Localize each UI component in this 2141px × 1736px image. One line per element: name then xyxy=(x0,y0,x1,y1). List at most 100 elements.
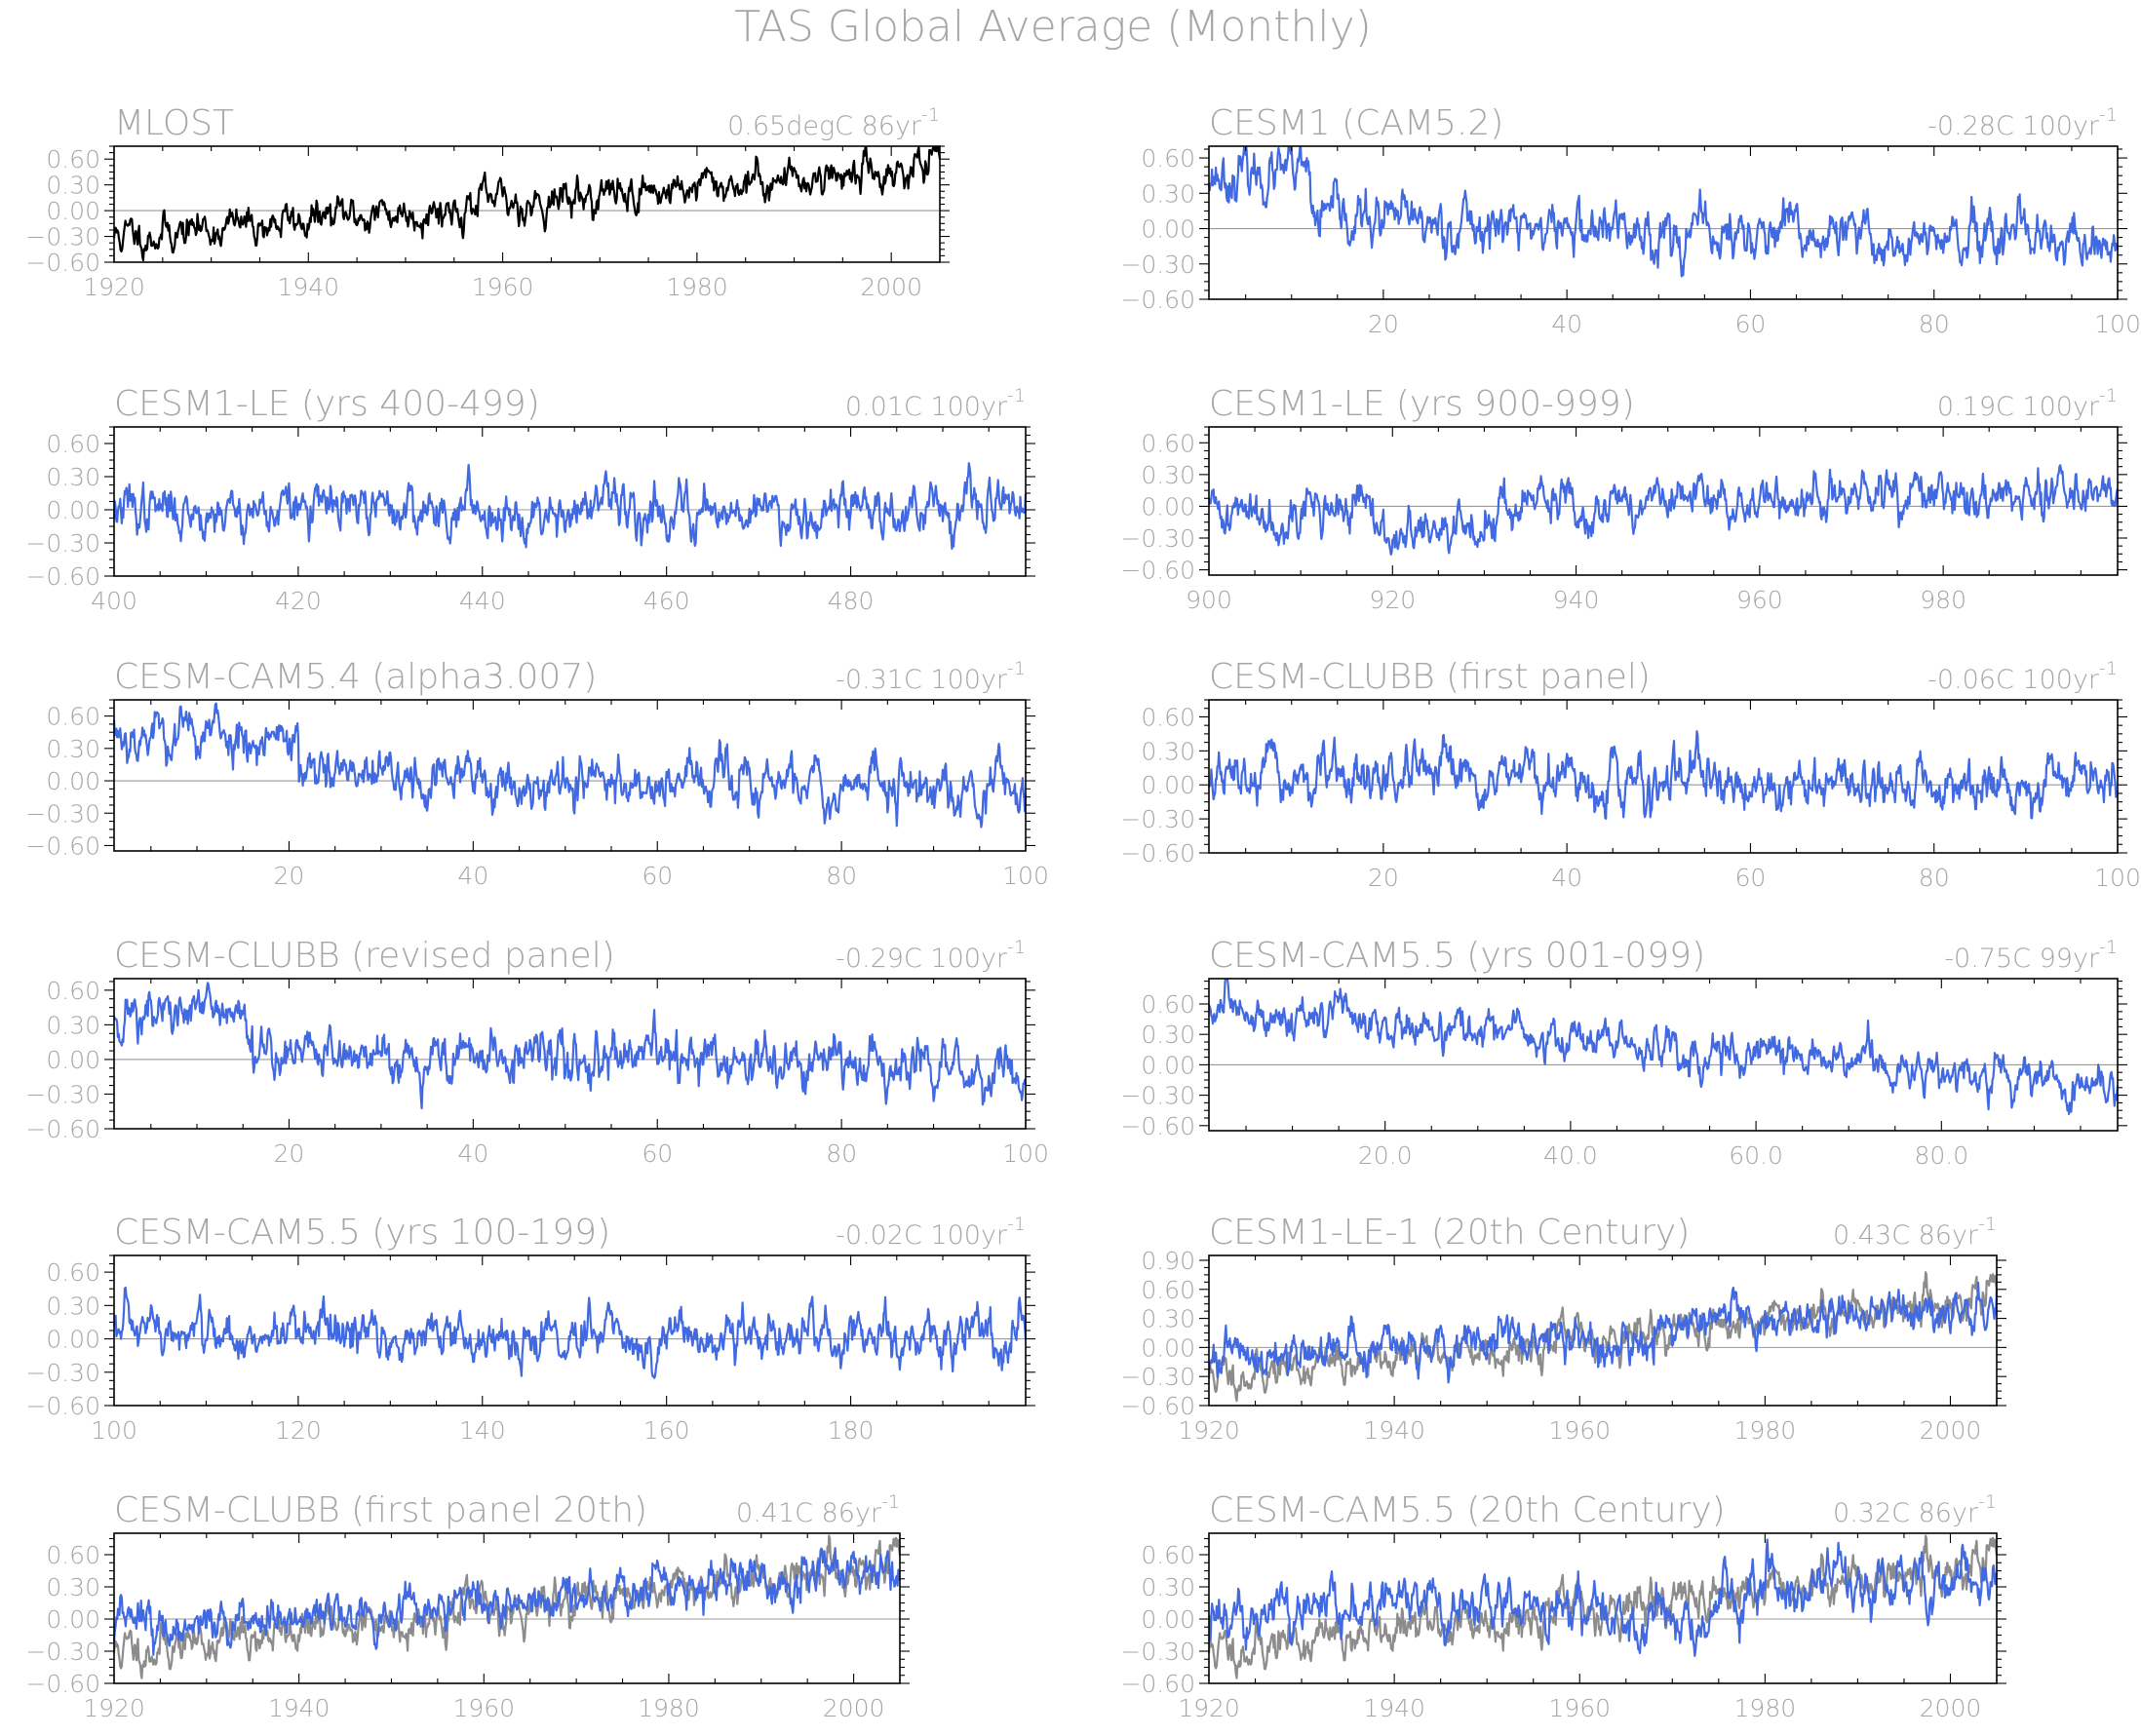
x-tick-label: 2000 xyxy=(860,273,922,301)
y-tick-label: 0.30 xyxy=(46,1292,100,1320)
x-tick-label: 1940 xyxy=(268,1694,331,1722)
y-tick-label: 0.00 xyxy=(46,197,100,225)
y-tick-label: −0.30 xyxy=(1120,805,1195,833)
x-tick-label: 900 xyxy=(1186,586,1232,614)
x-tick-label: 180 xyxy=(828,1416,875,1445)
x-tick-label: 980 xyxy=(1920,586,1966,614)
x-tick-label: 400 xyxy=(91,587,137,615)
y-tick-label: −0.60 xyxy=(1120,1392,1195,1420)
figure-title: TAS Global Average (Monthly) xyxy=(734,2,1371,52)
x-tick-label: 1920 xyxy=(1178,1694,1240,1722)
x-tick-label: 1960 xyxy=(472,273,534,301)
series-line-model xyxy=(1207,730,2119,820)
x-tick-label: 20 xyxy=(1368,864,1399,892)
panel-title: CESM-CAM5.5 (20th Century) xyxy=(1209,1490,1726,1530)
x-tick-label: 2000 xyxy=(1920,1694,1982,1722)
series-line-model xyxy=(1207,1538,1999,1657)
y-tick-label: 0.60 xyxy=(1141,144,1195,173)
panel-title: MLOST xyxy=(114,103,234,143)
y-tick-label: 0.30 xyxy=(46,1011,100,1039)
series-line-model xyxy=(112,702,1028,829)
series-line-model xyxy=(1208,978,2120,1115)
plot-frame xyxy=(1208,1532,1998,1684)
y-tick-label: 0.00 xyxy=(1141,492,1195,521)
y-tick-label: −0.30 xyxy=(25,1080,100,1108)
x-tick-label: 1960 xyxy=(1548,1694,1611,1722)
y-tick-label: 0.60 xyxy=(46,430,100,458)
panel-p11: CESM-CLUBB (first panel 20th) 0.41C 86yr-… xyxy=(25,1490,910,1722)
x-tick-label: 140 xyxy=(459,1416,506,1445)
y-tick-label: −0.60 xyxy=(25,249,100,277)
panel-p5: CESM-CAM5.4 (alpha3.007) -0.31C 100yr-1 20… xyxy=(25,657,1048,890)
x-tick-label: 440 xyxy=(459,587,506,615)
x-tick-label: 1980 xyxy=(1734,1416,1797,1445)
panel-title: CESM1-LE-1 (20th Century) xyxy=(1209,1213,1690,1253)
plot-frame xyxy=(113,426,1027,577)
panel-trend: -0.31C 100yr-1 xyxy=(836,658,1026,695)
plot-frame xyxy=(113,699,1027,852)
y-tick-label: 0.30 xyxy=(1141,1305,1195,1333)
x-tick-label: 80 xyxy=(1919,310,1950,338)
x-tick-label: 40 xyxy=(1551,864,1582,892)
y-tick-label: 0.30 xyxy=(1141,179,1195,208)
panel-trend: 0.19C 100yr-1 xyxy=(1937,385,2118,422)
y-tick-label: −0.30 xyxy=(25,1638,100,1666)
panel-p1: MLOST 0.65degC 86yr-1 1920 1940 1960 1980 2000… xyxy=(25,103,950,301)
x-tick-label: 100 xyxy=(91,1416,137,1445)
y-tick-label: 0.00 xyxy=(46,1326,100,1354)
y-tick-label: −0.30 xyxy=(25,529,100,558)
y-tick-label: 0.30 xyxy=(1141,1573,1195,1601)
panel-p7: CESM-CLUBB (revised panel) -0.29C 100yr-1… xyxy=(25,936,1048,1168)
panel-title: CESM-CAM5.4 (alpha3.007) xyxy=(114,657,597,697)
series-line-observed_overlay xyxy=(1207,1271,1999,1403)
plot-frame xyxy=(113,1532,901,1684)
y-tick-label: 0.00 xyxy=(46,767,100,795)
panel-title: CESM1-LE (yrs 400-499) xyxy=(114,384,540,424)
panel-title: CESM1-LE (yrs 900-999) xyxy=(1209,384,1635,424)
x-tick-label: 100 xyxy=(2094,310,2141,338)
y-tick-label: 0.30 xyxy=(46,463,100,491)
plot-frame xyxy=(1208,1254,1998,1407)
x-tick-label: 20 xyxy=(1368,310,1399,338)
y-tick-label: 0.00 xyxy=(1141,771,1195,799)
x-tick-label: 1940 xyxy=(277,273,339,301)
y-tick-label: 0.60 xyxy=(1141,429,1195,457)
y-tick-label: 0.60 xyxy=(46,1541,100,1569)
x-tick-label: 920 xyxy=(1369,586,1416,614)
panel-trend: 0.32C 86yr-1 xyxy=(1833,1491,1997,1528)
series-line-model xyxy=(112,1547,902,1656)
x-tick-label: 120 xyxy=(275,1416,322,1445)
x-tick-label: 40 xyxy=(457,862,488,890)
y-tick-label: −0.60 xyxy=(25,562,100,591)
x-tick-label: 940 xyxy=(1553,586,1600,614)
y-tick-label: 0.60 xyxy=(1141,990,1195,1019)
x-tick-label: 420 xyxy=(275,587,322,615)
x-tick-label: 1980 xyxy=(638,1694,700,1722)
y-tick-label: −0.30 xyxy=(25,223,100,251)
y-tick-label: −0.60 xyxy=(1120,1112,1195,1140)
panel-title: CESM-CLUBB (first panel) xyxy=(1209,657,1651,697)
x-tick-label: 20 xyxy=(274,1139,305,1168)
panel-p6: CESM-CLUBB (first panel) -0.06C 100yr-1 20… xyxy=(1120,657,2140,892)
x-tick-label: 1920 xyxy=(83,1694,145,1722)
x-tick-label: 2000 xyxy=(823,1694,885,1722)
y-tick-label: 0.30 xyxy=(1141,737,1195,765)
x-tick-label: 60 xyxy=(642,1139,673,1168)
y-tick-label: 0.60 xyxy=(46,145,100,174)
y-tick-label: 0.30 xyxy=(46,172,100,200)
y-tick-label: −0.30 xyxy=(1120,1363,1195,1391)
panel-p10: CESM1-LE-1 (20th Century) 0.43C 86yr-1 192… xyxy=(1120,1213,2006,1445)
panel-title: CESM1 (CAM5.2) xyxy=(1209,103,1503,143)
x-tick-label: 100 xyxy=(2094,864,2141,892)
plot-frame xyxy=(113,978,1027,1130)
series-line-model xyxy=(112,462,1028,550)
y-tick-label: 0.30 xyxy=(46,1573,100,1601)
panel-trend: -0.75C 99yr-1 xyxy=(1944,937,2118,974)
panel-p3: CESM1-LE (yrs 400-499) 0.01C 100yr-1 400 42… xyxy=(25,384,1035,615)
y-tick-label: −0.30 xyxy=(1120,251,1195,279)
y-tick-label: 0.00 xyxy=(1141,1051,1195,1079)
y-tick-label: −0.60 xyxy=(1120,1670,1195,1698)
x-tick-label: 100 xyxy=(1002,1139,1049,1168)
y-tick-label: −0.30 xyxy=(1120,524,1195,553)
x-tick-label: 40 xyxy=(457,1139,488,1168)
